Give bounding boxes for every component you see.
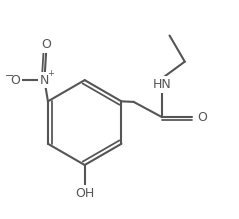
Text: O: O: [197, 111, 207, 124]
Text: O: O: [11, 74, 20, 87]
Text: OH: OH: [75, 187, 94, 200]
Text: N: N: [40, 74, 49, 87]
Text: HN: HN: [152, 78, 171, 91]
Text: +: +: [48, 69, 54, 78]
Text: −: −: [5, 71, 14, 81]
Text: O: O: [42, 38, 52, 51]
